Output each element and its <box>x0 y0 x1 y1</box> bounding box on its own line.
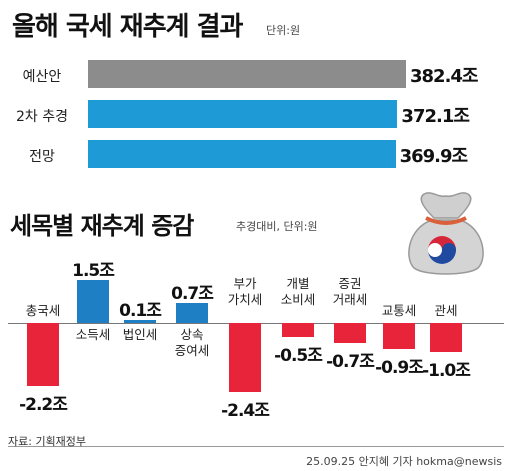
page-title: 올해 국세 재추계 결과 <box>12 12 243 42</box>
bar-category-label: 부가 가치세 <box>227 276 263 307</box>
money-bag-icon <box>408 192 484 275</box>
bar-category-label: 총국세 <box>25 303 61 318</box>
bar <box>176 302 208 323</box>
bar <box>27 323 59 386</box>
bar <box>88 140 396 168</box>
divider <box>8 446 504 447</box>
bar-category-label: 개별 소비세 <box>280 276 316 307</box>
bar-category-label: 관세 <box>434 303 458 318</box>
bar-category-label: 2차 추경 <box>16 109 68 125</box>
bar-value-label: 372.1조 <box>401 106 469 127</box>
section-title: 세목별 재추계 증감 <box>10 212 194 240</box>
credit-line: 25.09.25 안지혜 기자 hokma@newsis <box>306 455 502 468</box>
source-note: 자료: 기획재정부 <box>8 435 87 448</box>
bar <box>88 60 406 88</box>
bar <box>124 320 156 323</box>
bar-value-label: -1.0조 <box>422 360 471 381</box>
bar-category-label: 예산안 <box>22 69 62 85</box>
bar-value-label: -2.4조 <box>221 400 270 421</box>
bar-value-label: -2.2조 <box>19 394 68 415</box>
bar <box>282 323 314 338</box>
bar <box>430 323 462 352</box>
bar-category-label: 증권 거래세 <box>332 276 368 307</box>
bar <box>77 280 109 323</box>
bar-category-label: 전망 <box>29 149 55 165</box>
bar-value-label: 0.1조 <box>119 301 162 321</box>
unit-label: 단위:원 <box>266 24 301 37</box>
bar <box>334 323 366 344</box>
bar-value-label: 369.9조 <box>399 146 468 167</box>
bar-value-label: 1.5조 <box>72 261 115 282</box>
bar-category-label: 상속 증여세 <box>174 327 210 358</box>
bar <box>88 100 398 128</box>
section-unit-label: 추경대비, 단위:원 <box>236 220 318 233</box>
bar-value-label: 382.4조 <box>410 66 478 87</box>
bar-category-label: 법인세 <box>122 327 158 342</box>
bar-value-label: -0.9조 <box>375 357 424 378</box>
bar <box>229 323 261 392</box>
bar-category-label: 소득세 <box>75 327 111 342</box>
bar-category-label: 교통세 <box>381 303 417 318</box>
bar-value-label: -0.7조 <box>326 352 375 373</box>
bar <box>383 323 415 349</box>
bar-value-label: -0.5조 <box>274 346 323 367</box>
bar-value-label: 0.7조 <box>171 283 214 304</box>
